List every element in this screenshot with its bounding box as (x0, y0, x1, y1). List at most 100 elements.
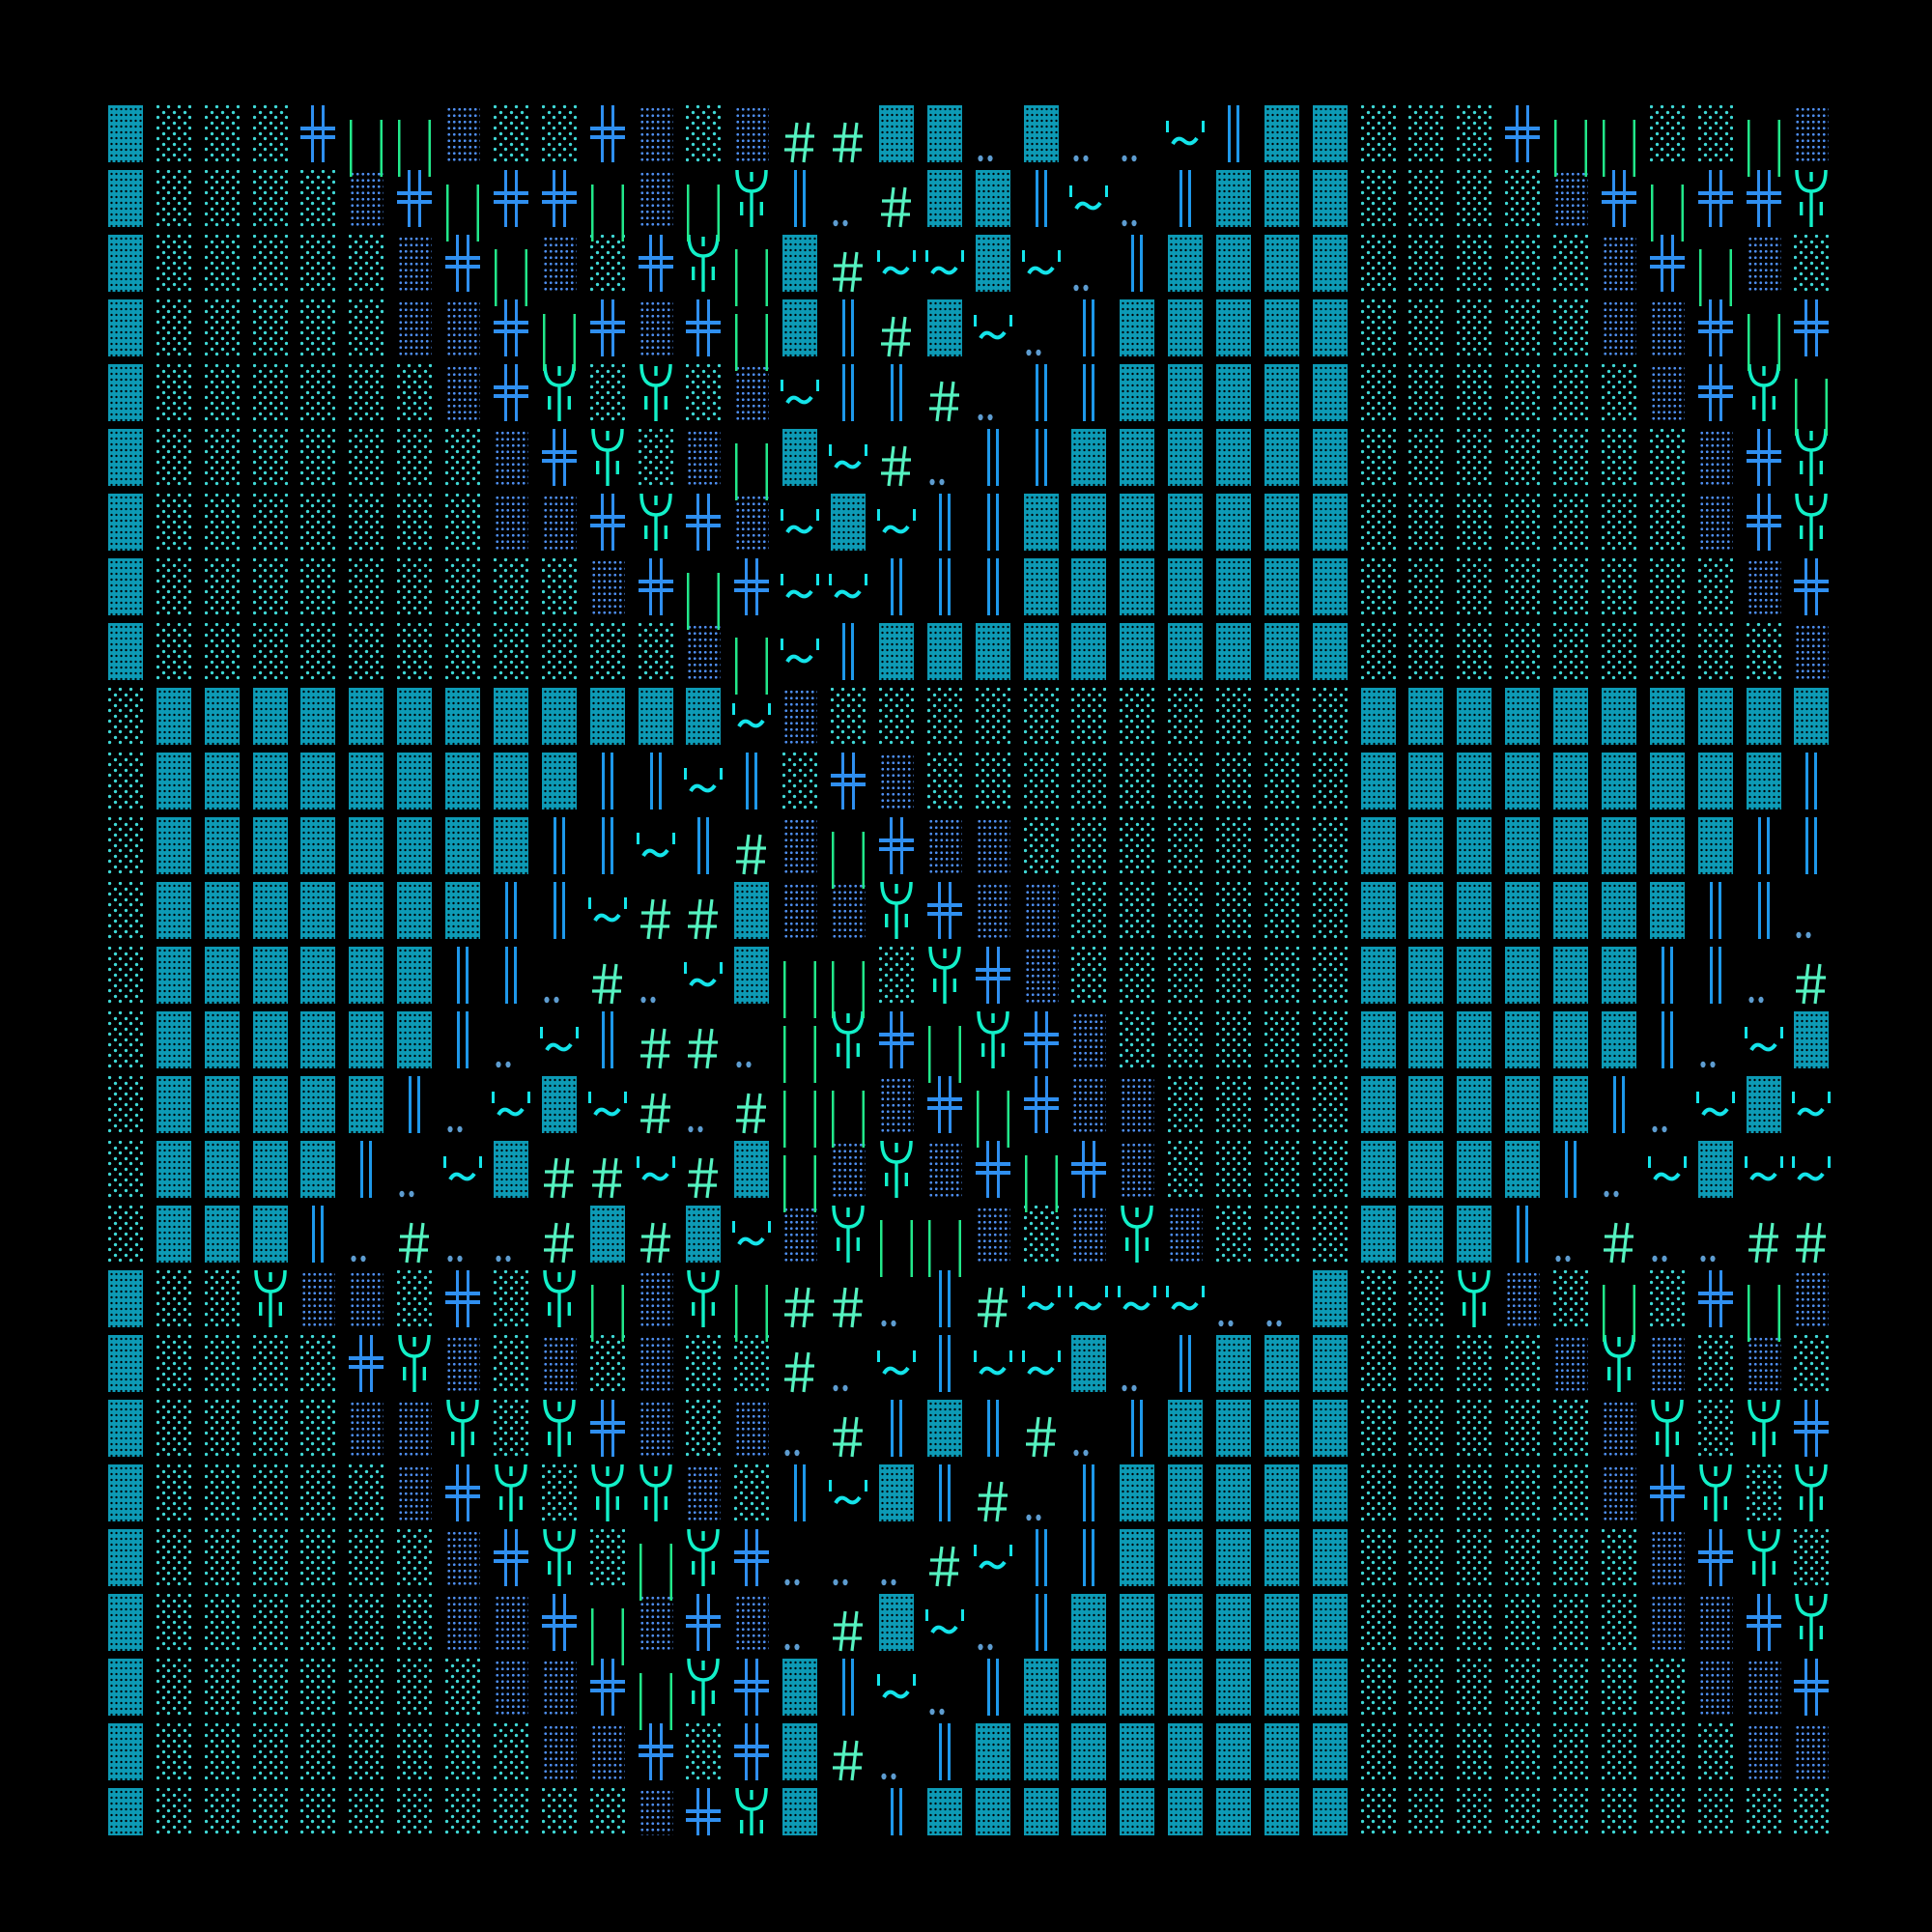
glyph-char: █ (1313, 299, 1319, 310)
glyph-block: █ (108, 1723, 143, 1780)
glyph-char: ░ (590, 1788, 596, 1799)
glyph-light-shade: ░ (397, 1788, 433, 1835)
glyph-light-shade: ░ (1505, 1335, 1541, 1392)
glyph-block: █ (1120, 1788, 1155, 1835)
glyph-char: ░ (108, 1076, 114, 1087)
glyph-double-bar: ║ (831, 1659, 866, 1716)
glyph-char: ░ (397, 429, 403, 440)
glyph-double-cross: ╬ (1649, 235, 1685, 292)
glyph-block: █ (1264, 1335, 1299, 1392)
glyph-block: █ (878, 105, 914, 162)
glyph-light-shade: ░ (1649, 1788, 1685, 1835)
glyph-char: ░ (253, 623, 259, 634)
glyph-char: █ (927, 623, 933, 634)
glyph-hash: # (686, 882, 721, 940)
glyph-hash: # (639, 1011, 673, 1069)
glyph-double-bar: ║ (831, 364, 866, 421)
glyph-char: ░ (300, 299, 306, 310)
glyph-double-bar: ║ (494, 947, 528, 1004)
glyph-char: █ (1650, 817, 1656, 828)
glyph-block: █ (975, 1788, 1010, 1835)
glyph-double-bar: ║ (831, 299, 866, 356)
glyph-double-bar: ║ (1168, 1335, 1203, 1392)
glyph-green-bars: | (1747, 299, 1781, 371)
glyph-char: ░ (1747, 1464, 1752, 1475)
glyph-block: █ (204, 882, 240, 939)
glyph-two-dots: ‥ (976, 364, 1010, 421)
glyph-light-shade: ░ (204, 1335, 240, 1392)
glyph-block: █ (638, 688, 673, 745)
glyph-block: █ (782, 235, 818, 292)
glyph-light-shade: ░ (1457, 299, 1492, 356)
glyph-char: █ (686, 688, 692, 698)
glyph-char: ▒ (445, 1529, 451, 1540)
glyph-medium-shade: ▒ (493, 1594, 528, 1651)
glyph-psi: Ψ (397, 1334, 432, 1392)
glyph-char: █ (1361, 753, 1367, 763)
glyph-char: ░ (1313, 1076, 1319, 1087)
glyph-light-shade: ░ (445, 1788, 481, 1835)
glyph-char: █ (1071, 558, 1077, 569)
glyph-block: █ (493, 688, 528, 745)
glyph-char: ░ (542, 1788, 548, 1799)
glyph-light-shade: ░ (397, 558, 433, 615)
glyph-light-shade: ░ (1120, 753, 1155, 810)
glyph-light-shade: ░ (975, 753, 1010, 810)
glyph-green-bars: | (1650, 170, 1685, 242)
glyph-char: █ (782, 429, 788, 440)
glyph-block: █ (1697, 1141, 1733, 1198)
glyph-green-bars: | (590, 170, 625, 242)
glyph-char: █ (1794, 688, 1800, 698)
glyph-char: ░ (1650, 1270, 1656, 1281)
glyph-char: █ (1457, 817, 1463, 828)
glyph-two-dots: ‥ (879, 1529, 914, 1586)
glyph-char: ░ (1505, 299, 1511, 310)
glyph-tilde-quote: ~ (781, 623, 820, 680)
glyph-char: █ (1024, 494, 1030, 504)
glyph-light-shade: ░ (108, 1141, 143, 1198)
glyph-char: █ (879, 1594, 885, 1605)
glyph-block: █ (1408, 1076, 1444, 1133)
glyph-char: ░ (1216, 1011, 1222, 1022)
glyph-char: ░ (300, 558, 306, 569)
glyph-char: ▒ (397, 235, 403, 245)
glyph-block: █ (1312, 1400, 1348, 1457)
glyph-double-bar: ║ (1216, 105, 1251, 162)
glyph-two-dots: ‥ (1071, 105, 1106, 162)
glyph-block: █ (1649, 882, 1685, 939)
glyph-light-shade: ░ (204, 623, 240, 680)
glyph-block: █ (156, 1206, 191, 1263)
glyph-light-shade: ░ (1360, 1400, 1396, 1457)
glyph-light-shade: ░ (1408, 558, 1444, 615)
glyph-char: ░ (1408, 1335, 1414, 1346)
glyph-light-shade: ░ (156, 170, 191, 227)
glyph-hash: # (590, 1141, 625, 1199)
glyph-char: █ (1120, 1723, 1125, 1734)
glyph-light-shade: ░ (204, 1464, 240, 1521)
glyph-light-shade: ░ (1601, 1659, 1636, 1716)
glyph-block: █ (686, 1206, 722, 1263)
glyph-char: █ (1602, 753, 1607, 763)
glyph-light-shade: ░ (1505, 1723, 1541, 1780)
glyph-char: █ (1216, 1529, 1222, 1540)
glyph-char: █ (1457, 947, 1463, 957)
glyph-char: █ (542, 753, 548, 763)
glyph-green-bars: | (734, 299, 769, 371)
glyph-char: ░ (108, 1141, 114, 1151)
glyph-char: █ (1264, 623, 1270, 634)
glyph-char: ░ (1698, 105, 1704, 116)
glyph-block: █ (1264, 1594, 1299, 1651)
glyph-char: ░ (494, 1788, 499, 1799)
glyph-char: ░ (1553, 1529, 1559, 1540)
glyph-char: ░ (494, 1335, 499, 1346)
glyph-char: ░ (205, 1529, 211, 1540)
glyph-light-shade: ░ (397, 1529, 433, 1586)
glyph-char: ░ (253, 1788, 259, 1799)
glyph-block: █ (445, 882, 481, 939)
glyph-light-shade: ░ (1360, 1594, 1396, 1651)
glyph-double-bar: ║ (1120, 235, 1154, 292)
glyph-char: █ (205, 817, 211, 828)
glyph-char: █ (300, 817, 306, 828)
glyph-block: █ (252, 947, 288, 1004)
glyph-green-bars: | (639, 1659, 673, 1730)
